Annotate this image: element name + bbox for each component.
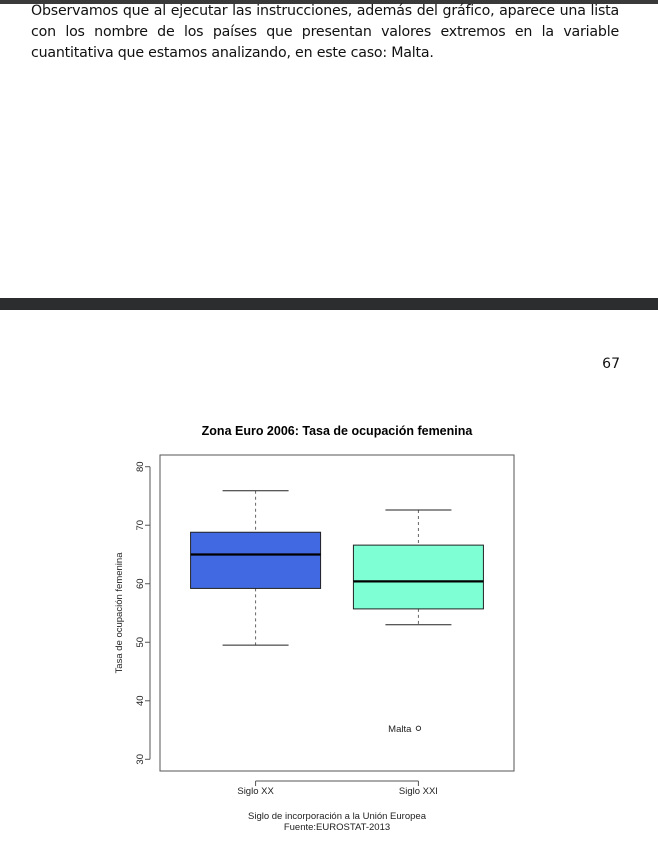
outlier-point xyxy=(415,725,422,731)
x-tick-label: Siglo XX xyxy=(237,786,274,797)
top-page-rule xyxy=(0,0,658,4)
page-number: 67 xyxy=(602,356,620,372)
y-tick-label: 30 xyxy=(135,754,146,765)
y-axis: 30 40 50 60 70 80 xyxy=(135,461,151,765)
outlier-label: Malta xyxy=(388,724,412,735)
box-iqr xyxy=(190,531,322,589)
boxplot-chart: Zona Euro 2006: Tasa de ocupación femeni… xyxy=(114,424,515,833)
x-axis: Siglo XX Siglo XXI xyxy=(237,780,438,797)
y-tick-label: 70 xyxy=(135,520,146,531)
outliers-group: Malta xyxy=(388,724,422,735)
box-1 xyxy=(190,490,322,646)
x-axis-label: Siglo de incorporación a la Unión Europe… xyxy=(248,811,427,822)
boxplot-figure: Zona Euro 2006: Tasa de ocupación femeni… xyxy=(0,410,658,847)
chart-title: Zona Euro 2006: Tasa de ocupación femeni… xyxy=(202,424,474,438)
box-iqr xyxy=(352,544,484,610)
source-label: Fuente:EUROSTAT-2013 xyxy=(284,822,390,833)
page-break-bar xyxy=(0,298,658,310)
y-tick-label: 50 xyxy=(135,637,146,648)
y-tick-label: 40 xyxy=(135,695,146,706)
y-axis-label: Tasa de ocupación femenina xyxy=(114,552,125,674)
plot-area-frame xyxy=(159,454,515,772)
y-tick-label: 80 xyxy=(135,461,146,472)
x-tick-label: Siglo XXI xyxy=(399,786,438,797)
body-paragraph: Observamos que al ejecutar las instrucci… xyxy=(31,3,619,61)
y-tick-label: 60 xyxy=(135,578,146,589)
box-2 xyxy=(352,509,484,626)
boxes-group xyxy=(190,490,484,646)
